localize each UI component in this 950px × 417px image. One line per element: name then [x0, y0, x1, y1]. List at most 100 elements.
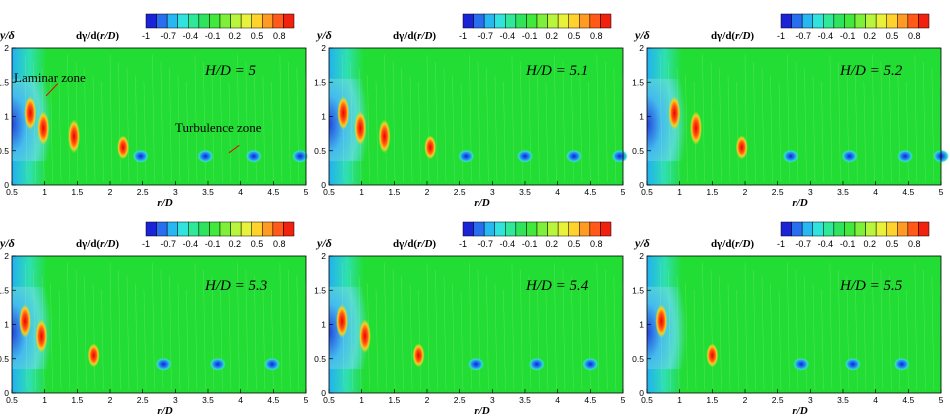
- colorbar-swatch: [494, 221, 506, 237]
- colorbar-swatch: [897, 221, 909, 237]
- x-tick-label: 1: [42, 395, 47, 405]
- positive-peak: [87, 343, 100, 368]
- y-tick-label: 2: [4, 251, 9, 261]
- colorbar-tick-label: -0.4: [818, 31, 834, 41]
- colorbar-swatch: [219, 221, 231, 237]
- x-tick-label: 3.5: [202, 395, 214, 405]
- contour-plot: 0.511.522.533.544.5500.511.52-1-0.7-0.4-…: [0, 13, 309, 197]
- x-tick-label: 0.5: [323, 187, 335, 197]
- colorbar-title: dγ/d(r/D): [711, 238, 755, 250]
- colorbar-tick-label: -0.4: [183, 239, 199, 249]
- colorbar-title: dγ/d(r/D): [393, 238, 437, 250]
- y-tick-label: 0.5: [314, 146, 326, 156]
- x-tick-label: 5: [621, 187, 626, 197]
- colorbar-tick-label: -0.7: [160, 239, 176, 249]
- colorbar-tick-label: -1: [459, 239, 467, 249]
- colorbar-swatch: [833, 13, 845, 29]
- y-tick-label: 0.5: [314, 354, 326, 364]
- colorbar-swatch: [494, 13, 506, 29]
- positive-peak: [68, 119, 81, 154]
- colorbar-swatch: [536, 221, 548, 237]
- positive-peak: [358, 319, 371, 354]
- positive-peak: [354, 111, 367, 146]
- colorbar-swatch: [801, 221, 813, 237]
- colorbar-swatch: [875, 221, 887, 237]
- x-tick-label: 3: [808, 395, 813, 405]
- colorbar-swatch: [526, 13, 538, 29]
- colorbar-swatch: [283, 221, 295, 237]
- x-tick-label: 4.5: [902, 395, 914, 405]
- positive-peak: [655, 304, 668, 339]
- positive-peak: [706, 343, 719, 368]
- x-tick-label: 2.5: [772, 395, 784, 405]
- y-tick-label: 1.5: [0, 77, 9, 87]
- colorbar-swatch: [209, 13, 221, 29]
- colorbar-swatch: [156, 13, 168, 29]
- colorbar-swatch: [272, 221, 284, 237]
- y-tick-label: 1.5: [314, 77, 326, 87]
- x-tick-label: 1: [677, 395, 682, 405]
- colorbar-title: dγ/d(r/D): [76, 238, 120, 250]
- x-tick-label: 4.5: [267, 187, 279, 197]
- colorbar-tick-label: -0.4: [183, 31, 199, 41]
- colorbar-swatch: [473, 13, 485, 29]
- negative-trough: [582, 357, 599, 371]
- colorbar-swatch: [515, 13, 527, 29]
- y-tick-label: 2: [321, 251, 326, 261]
- colorbar-swatch: [865, 13, 877, 29]
- colorbar-swatch: [262, 13, 274, 29]
- colorbar-swatch: [557, 221, 569, 237]
- colorbar-tick-label: -0.1: [205, 31, 221, 41]
- positive-peak: [35, 319, 48, 354]
- colorbar-swatch: [568, 221, 580, 237]
- y-axis-label: y/δ: [635, 236, 650, 250]
- colorbar-tick-label: 0.2: [546, 239, 559, 249]
- colorbar-swatch: [907, 13, 919, 29]
- colorbar-tick-label: -0.4: [500, 31, 516, 41]
- positive-peak: [337, 96, 350, 131]
- x-axis-label: r/D: [474, 197, 490, 209]
- colorbar-tick-label: 0.8: [273, 239, 286, 249]
- plot-background: [12, 256, 306, 393]
- colorbar-swatch: [505, 13, 517, 29]
- positive-peak: [668, 96, 681, 131]
- colorbar-swatch: [844, 221, 856, 237]
- colorbar-swatch: [812, 221, 824, 237]
- y-tick-label: 0: [639, 388, 644, 398]
- x-tick-label: 2.5: [454, 395, 466, 405]
- x-tick-label: 0.5: [641, 395, 653, 405]
- y-tick-label: 1.5: [632, 285, 644, 295]
- colorbar-swatch: [515, 221, 527, 237]
- plot-background: [647, 256, 941, 393]
- y-tick-label: 2: [321, 43, 326, 53]
- colorbar-swatch: [801, 13, 813, 29]
- turbulence-zone-label: Turbulence zone: [175, 120, 262, 135]
- y-tick-label: 1: [4, 112, 9, 122]
- colorbar-tick-label: 0.2: [229, 239, 242, 249]
- plot-background: [329, 256, 623, 393]
- y-tick-label: 0: [639, 180, 644, 190]
- colorbar-swatch: [283, 13, 295, 29]
- colorbar-swatch: [177, 13, 189, 29]
- colorbar-tick-label: 0.5: [568, 239, 581, 249]
- colorbar-tick-label: -0.7: [160, 31, 176, 41]
- negative-trough: [155, 357, 172, 371]
- x-tick-label: 0.5: [6, 395, 18, 405]
- colorbar-swatch: [219, 13, 231, 29]
- colorbar-tick-label: 0.2: [864, 31, 877, 41]
- colorbar-swatch: [886, 13, 898, 29]
- x-tick-label: 1: [359, 187, 364, 197]
- x-tick-label: 3: [173, 187, 178, 197]
- x-axis-label: r/D: [157, 197, 173, 209]
- colorbar-swatch: [188, 13, 200, 29]
- colorbar-swatch: [198, 221, 210, 237]
- x-tick-label: 3.5: [519, 395, 531, 405]
- colorbar-swatch: [230, 13, 242, 29]
- x-tick-label: 4.5: [902, 187, 914, 197]
- x-tick-label: 3.5: [519, 187, 531, 197]
- colorbar-swatch: [230, 221, 242, 237]
- colorbar-swatch: [209, 221, 221, 237]
